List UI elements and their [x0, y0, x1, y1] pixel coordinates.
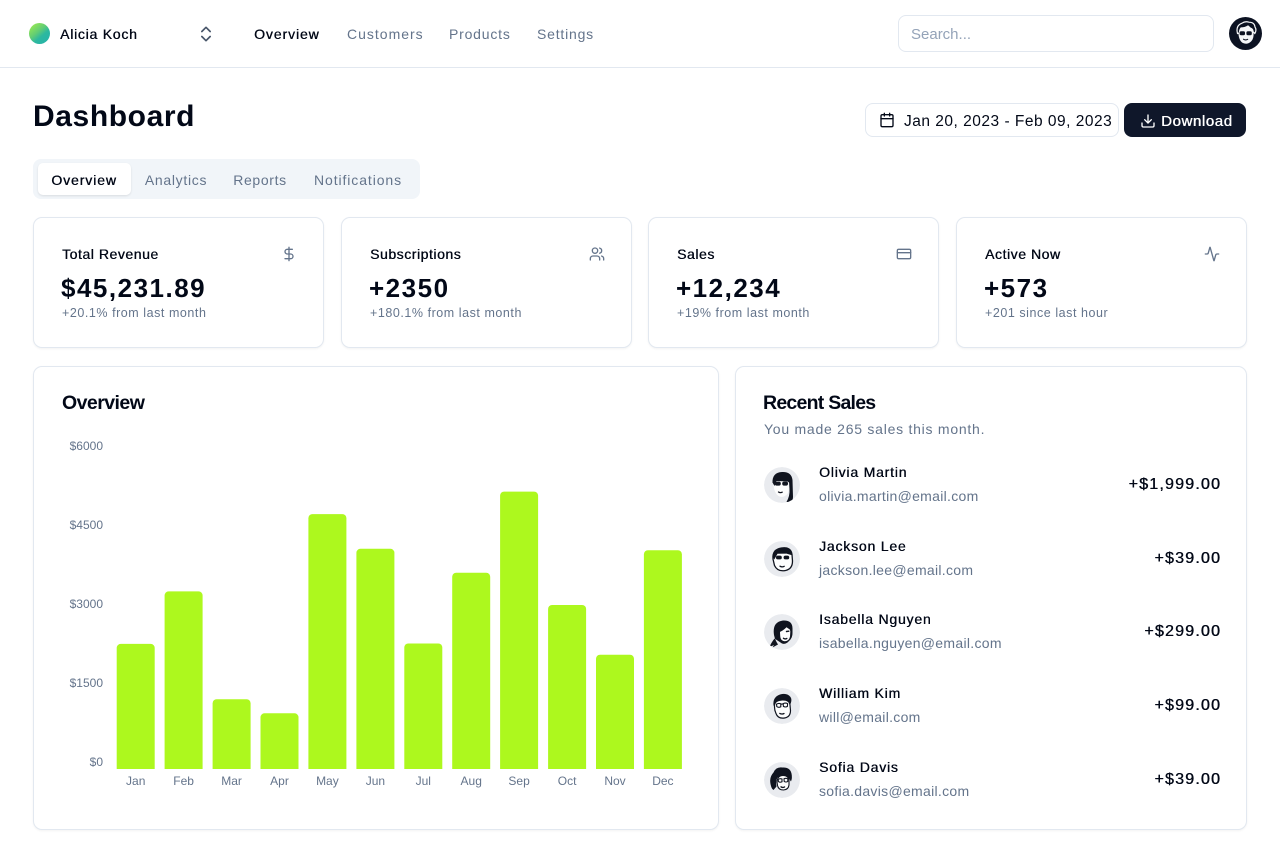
svg-text:Jun: Jun	[366, 774, 385, 788]
svg-text:$0: $0	[90, 755, 104, 769]
svg-text:$1500: $1500	[70, 676, 104, 690]
svg-text:Dec: Dec	[652, 774, 673, 788]
svg-text:Aug: Aug	[461, 774, 482, 788]
svg-text:$6000: $6000	[70, 439, 104, 453]
svg-text:Oct: Oct	[558, 774, 577, 788]
svg-text:Jan: Jan	[126, 774, 145, 788]
svg-text:$3000: $3000	[70, 597, 104, 611]
svg-text:Feb: Feb	[173, 774, 194, 788]
svg-text:$4500: $4500	[70, 518, 104, 532]
svg-text:Sep: Sep	[508, 774, 530, 788]
svg-text:Apr: Apr	[270, 774, 289, 788]
svg-text:Jul: Jul	[416, 774, 431, 788]
svg-text:Nov: Nov	[604, 774, 625, 788]
svg-text:Mar: Mar	[221, 774, 242, 788]
svg-text:May: May	[316, 774, 339, 788]
